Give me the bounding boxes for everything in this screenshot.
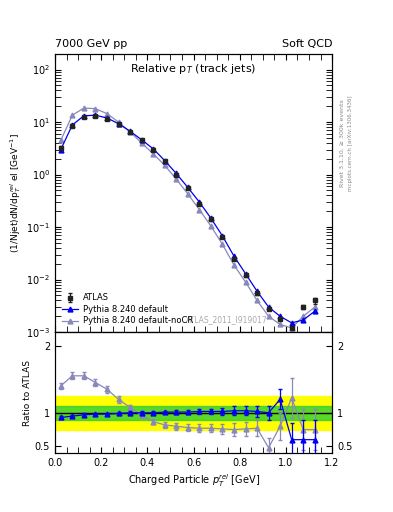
Text: ATLAS_2011_I919017: ATLAS_2011_I919017	[186, 315, 268, 324]
Pythia 8.240 default-noCR	[197, 206, 202, 212]
Pythia 8.240 default-noCR	[174, 176, 178, 182]
Pythia 8.240 default	[243, 270, 248, 276]
Pythia 8.240 default-noCR	[105, 111, 109, 117]
Pythia 8.240 default	[151, 146, 156, 152]
Y-axis label: Ratio to ATLAS: Ratio to ATLAS	[23, 359, 32, 425]
Pythia 8.240 default-noCR	[162, 162, 167, 168]
Pythia 8.240 default-noCR	[255, 297, 259, 304]
Pythia 8.240 default	[278, 313, 283, 319]
Pythia 8.240 default-noCR	[220, 241, 225, 247]
Pythia 8.240 default	[174, 170, 178, 177]
Pythia 8.240 default	[231, 253, 236, 259]
Pythia 8.240 default	[128, 128, 132, 134]
Pythia 8.240 default	[105, 115, 109, 121]
Pythia 8.240 default-noCR	[185, 191, 190, 197]
Text: Soft QCD: Soft QCD	[282, 38, 332, 49]
Pythia 8.240 default	[93, 112, 98, 118]
Y-axis label: (1/Njet)dN/dp$^{rel}_{T}$ el [GeV$^{-1}$]: (1/Njet)dN/dp$^{rel}_{T}$ el [GeV$^{-1}$…	[9, 133, 24, 253]
Text: Relative p$_{T}$ (track jets): Relative p$_{T}$ (track jets)	[130, 62, 257, 76]
Pythia 8.240 default-noCR	[128, 129, 132, 135]
Bar	[55, 396, 332, 430]
Pythia 8.240 default-noCR	[151, 151, 156, 157]
Pythia 8.240 default	[301, 317, 306, 323]
Line: Pythia 8.240 default: Pythia 8.240 default	[59, 113, 317, 325]
Pythia 8.240 default	[266, 304, 271, 310]
Pythia 8.240 default-noCR	[93, 105, 98, 112]
Pythia 8.240 default	[139, 137, 144, 143]
Pythia 8.240 default	[70, 122, 75, 128]
Pythia 8.240 default-noCR	[139, 140, 144, 146]
Pythia 8.240 default-noCR	[289, 325, 294, 331]
Pythia 8.240 default	[255, 288, 259, 294]
Pythia 8.240 default	[209, 215, 213, 221]
Pythia 8.240 default-noCR	[81, 105, 86, 111]
Text: 7000 GeV pp: 7000 GeV pp	[55, 38, 127, 49]
Text: Rivet 3.1.10, ≥ 300k events: Rivet 3.1.10, ≥ 300k events	[340, 99, 345, 187]
Pythia 8.240 default-noCR	[231, 262, 236, 268]
Line: Pythia 8.240 default-noCR: Pythia 8.240 default-noCR	[59, 105, 317, 330]
Bar	[55, 406, 332, 419]
Pythia 8.240 default	[185, 184, 190, 190]
Pythia 8.240 default-noCR	[301, 313, 306, 319]
Legend: ATLAS, Pythia 8.240 default, Pythia 8.240 default-noCR: ATLAS, Pythia 8.240 default, Pythia 8.24…	[59, 291, 195, 328]
Pythia 8.240 default-noCR	[243, 279, 248, 285]
Pythia 8.240 default-noCR	[59, 137, 63, 143]
X-axis label: Charged Particle $p^{rel}_{T}$ [GeV]: Charged Particle $p^{rel}_{T}$ [GeV]	[127, 472, 260, 489]
Pythia 8.240 default	[312, 308, 317, 314]
Pythia 8.240 default-noCR	[278, 322, 283, 328]
Pythia 8.240 default	[197, 199, 202, 205]
Text: mcplots.cern.ch [arXiv:1306.3436]: mcplots.cern.ch [arXiv:1306.3436]	[348, 96, 353, 191]
Pythia 8.240 default	[116, 121, 121, 127]
Pythia 8.240 default	[289, 320, 294, 326]
Pythia 8.240 default	[81, 113, 86, 119]
Pythia 8.240 default-noCR	[70, 112, 75, 118]
Pythia 8.240 default-noCR	[312, 304, 317, 310]
Pythia 8.240 default-noCR	[116, 119, 121, 125]
Pythia 8.240 default-noCR	[266, 313, 271, 319]
Pythia 8.240 default	[162, 158, 167, 164]
Pythia 8.240 default-noCR	[209, 223, 213, 229]
Pythia 8.240 default	[59, 146, 63, 153]
Pythia 8.240 default	[220, 233, 225, 239]
